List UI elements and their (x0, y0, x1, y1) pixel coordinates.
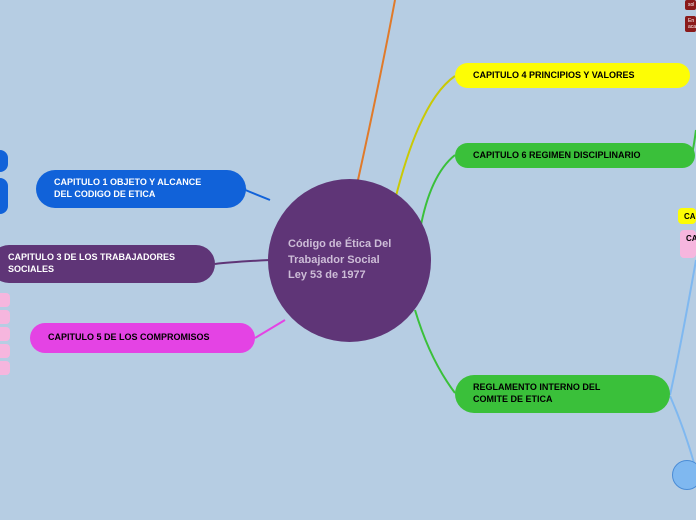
edge-stub (0, 310, 10, 324)
center-node[interactable]: Código de Ética Del Trabajador Social Le… (268, 179, 431, 342)
node-partial-yellow[interactable]: CAP (678, 208, 696, 224)
node-capitulo-1[interactable]: CAPITULO 1 OBJETO Y ALCANCE DEL CODIGO D… (36, 170, 246, 208)
node-label: CAPITULO 6 REGIMEN DISCIPLINARIO (455, 142, 659, 170)
node-partial-pink[interactable]: CAP (680, 230, 696, 258)
node-label: CAP (684, 212, 696, 221)
mindmap-canvas: Código de Ética Del Trabajador Social Le… (0, 0, 696, 520)
edge-stub (0, 178, 8, 214)
corner-box-1[interactable]: sol (685, 0, 696, 10)
center-node-label: Código de Ética Del Trabajador Social Le… (268, 237, 391, 283)
node-capitulo-3[interactable]: CAPITULO 3 DE LOS TRABAJADORES SOCIALES (0, 245, 215, 283)
node-label: REGLAMENTO INTERNO DEL COMITE DE ETICA (455, 374, 618, 413)
edge-stub (0, 361, 10, 375)
node-label: CAPITULO 5 DE LOS COMPROMISOS (30, 324, 228, 352)
edge-stub (0, 293, 10, 307)
node-capitulo-4[interactable]: CAPITULO 4 PRINCIPIOS Y VALORES (455, 63, 690, 88)
node-reglamento[interactable]: REGLAMENTO INTERNO DEL COMITE DE ETICA (455, 375, 670, 413)
edge-stub (0, 327, 10, 341)
corner-box-label: En aca (688, 18, 696, 30)
node-partial-circle[interactable] (672, 460, 696, 490)
node-capitulo-6[interactable]: CAPITULO 6 REGIMEN DISCIPLINARIO (455, 143, 695, 168)
corner-box-2[interactable]: En aca (685, 16, 696, 32)
node-label: CAPITULO 3 DE LOS TRABAJADORES SOCIALES (0, 244, 193, 283)
edge-stub (0, 344, 10, 358)
corner-box-label: sol (688, 2, 694, 8)
node-label: CAPITULO 1 OBJETO Y ALCANCE DEL CODIGO D… (36, 169, 219, 208)
node-label: CAP (686, 234, 696, 243)
node-capitulo-5[interactable]: CAPITULO 5 DE LOS COMPROMISOS (30, 323, 255, 353)
node-label: CAPITULO 4 PRINCIPIOS Y VALORES (455, 62, 653, 90)
